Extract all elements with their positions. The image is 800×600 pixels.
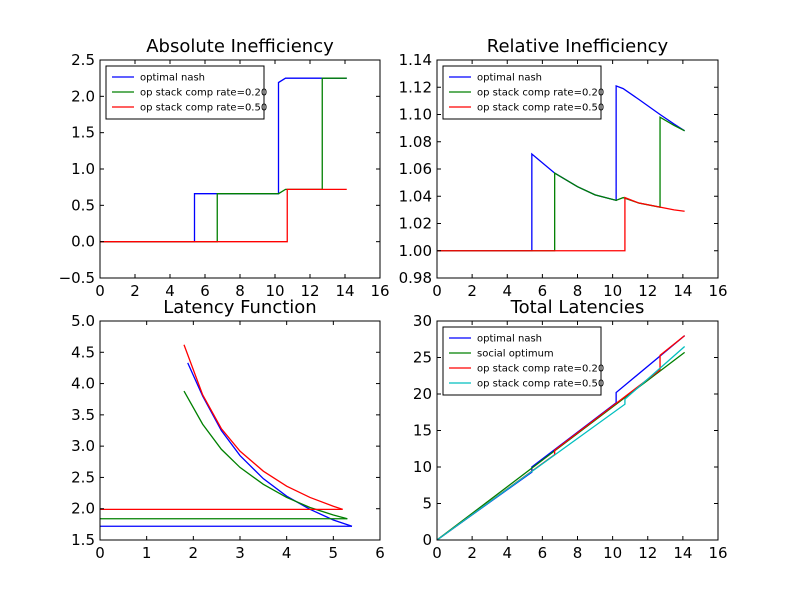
x-tick-label: 0 [95,544,105,562]
legend: optimal nash op stack comp rate=0.20 op st… [105,65,267,120]
legend-label: op stack comp rate=0.50 [477,103,604,114]
y-tick-label: 1.14 [399,51,432,69]
subplot-abs: Absolute Inefficiency 0 2 4 6 8 10 12 14 16 −0.5 0.… [59,36,390,300]
y-tick-label: 4.0 [71,375,95,393]
y-tick-label: 2.5 [71,51,95,69]
series-line-op-stack-comp-rate-0-50 [437,346,686,540]
x-tick-label: 6 [375,544,385,562]
y-tick-label: 15 [413,422,432,440]
y-tick-label: 20 [413,385,432,403]
x-tick-label: 0 [432,282,442,300]
legend-label: op stack comp rate=0.50 [140,103,267,114]
subplot-lat: Latency Function 0 1 2 3 4 5 6 1.5 2.0 2.5 3.0 3.5 4.… [71,297,385,562]
x-tick-label: 16 [370,282,389,300]
x-tick-label: 2 [130,282,140,300]
x-tick-label: 16 [708,544,727,562]
series-line-0 [187,362,353,527]
y-tick-label: 1.06 [399,160,432,178]
series-line-op-stack-comp-rate-0-20 [100,77,347,243]
legend-label: op stack comp rate=0.20 [477,364,604,375]
x-tick-label: 16 [708,282,727,300]
y-tick-label: 5 [422,495,432,513]
series-line-2 [183,344,343,510]
x-tick-label: 12 [300,282,319,300]
y-tick-label: 4.5 [71,343,95,361]
x-tick-label: 10 [265,282,284,300]
y-tick-label: 1.5 [71,124,95,142]
y-tick-label: 0.0 [71,233,95,251]
y-tick-label: 3.0 [71,437,95,455]
series-line-op-stack-comp-rate-0-50 [100,188,347,243]
x-tick-label: 6 [538,544,548,562]
series-group [437,335,686,540]
x-tick-label: 0 [95,282,105,300]
y-tick-label: 2.0 [71,500,95,518]
y-tick-label: 0.5 [71,196,95,214]
y-tick-label: 25 [413,349,432,367]
legend-label: op stack comp rate=0.50 [477,379,604,390]
y-tick-label: 5.0 [71,312,95,330]
subplot-title: Relative Inefficiency [487,36,669,57]
subplot-rel: Relative Inefficiency 0 2 4 6 8 10 12 14 16 0.98 1.… [399,36,728,300]
y-tick-label: 1.02 [399,215,432,233]
series-line-op-stack-comp-rate-0-20 [437,116,685,252]
x-tick-label: 6 [538,282,548,300]
x-tick-label: 2 [467,544,477,562]
series-group [100,344,353,527]
series-line-1 [183,390,348,520]
series-line-op-stack-comp-rate-0-50 [437,196,685,252]
legend-label: optimal nash [477,73,542,84]
x-tick-label: 12 [638,544,657,562]
x-tick-label: 0 [432,544,442,562]
series-group [437,84,685,252]
y-tick-label: 30 [413,312,432,330]
legend-label: optimal nash [477,334,542,345]
x-tick-label: 14 [673,282,692,300]
y-tick-label: 1.04 [399,187,432,205]
x-tick-label: 4 [165,282,175,300]
y-tick-label: 0.98 [399,269,432,287]
legend-label: op stack comp rate=0.20 [140,88,267,99]
y-tick-label: 0 [422,531,432,549]
subplot-title: Total Latencies [510,297,645,318]
x-tick-label: 6 [200,282,210,300]
x-tick-label: 8 [235,282,245,300]
y-tick-label: 1.5 [71,531,95,549]
x-tick-label: 12 [638,282,657,300]
y-tick-label: 2.5 [71,468,95,486]
x-tick-label: 1 [142,544,152,562]
x-tick-label: 14 [335,282,354,300]
y-tick-label: 1.08 [399,133,432,151]
x-tick-label: 2 [189,544,199,562]
x-tick-label: 4 [282,544,292,562]
subplot-title: Latency Function [163,297,316,318]
x-tick-label: 10 [603,282,622,300]
x-tick-label: 4 [502,282,512,300]
x-tick-label: 2 [467,282,477,300]
x-tick-label: 14 [673,544,692,562]
series-group [100,77,347,243]
y-tick-label: 1.10 [399,106,432,124]
subplot-tot: Total Latencies 0 2 4 6 8 10 12 14 16 0 5 10 15 20 25 30… [413,297,728,562]
subplot-title: Absolute Inefficiency [146,36,334,57]
x-tick-label: 8 [573,544,583,562]
legend: optimal nash social optimum op stack comp … [442,326,604,396]
y-tick-label: 3.5 [71,406,95,424]
x-tick-label: 3 [235,544,245,562]
legend-label: op stack comp rate=0.20 [477,88,604,99]
y-tick-label: 1.00 [399,242,432,260]
x-tick-label: 8 [573,282,583,300]
y-tick-label: 2.0 [71,87,95,105]
legend-label: social optimum [477,349,554,360]
x-tick-label: 5 [329,544,339,562]
x-tick-label: 10 [603,544,622,562]
x-tick-label: 4 [502,544,512,562]
y-tick-label: 1.0 [71,160,95,178]
legend: optimal nash op stack comp rate=0.20 op st… [442,65,604,120]
y-tick-label: 10 [413,458,432,476]
legend-label: optimal nash [140,73,205,84]
y-tick-label: 1.12 [399,78,432,96]
y-tick-label: −0.5 [59,269,95,287]
